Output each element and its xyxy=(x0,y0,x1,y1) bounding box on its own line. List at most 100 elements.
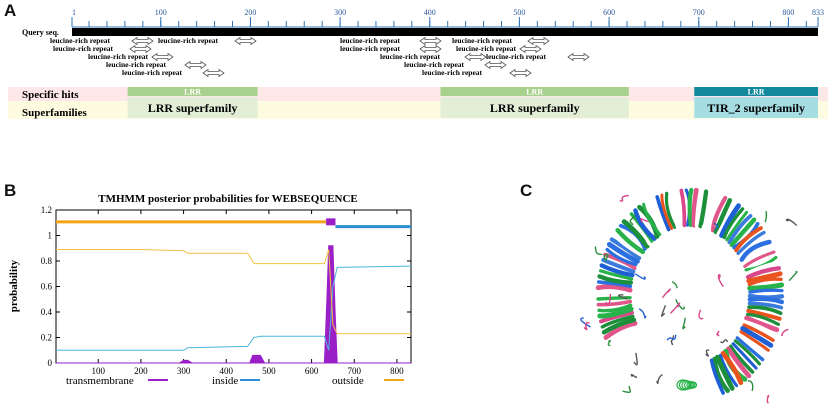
ribbon-strand xyxy=(747,277,783,287)
double-arrow-icon xyxy=(151,52,174,62)
ribbon-strand xyxy=(713,198,733,235)
ribbon-loop xyxy=(594,246,603,256)
ruler-tick-label: 100 xyxy=(155,8,167,17)
ruler-tick-label: 600 xyxy=(603,8,615,17)
ribbon-loop xyxy=(580,317,591,328)
ribbon-strand xyxy=(597,274,634,285)
double-arrow-shape xyxy=(509,68,532,78)
ribbon-strand xyxy=(660,193,674,230)
ribbon-loop xyxy=(666,334,677,341)
ribbon-strand xyxy=(747,301,784,310)
ribbon-loop xyxy=(781,328,789,337)
double-arrow-icon xyxy=(519,44,542,54)
ribbon-loop xyxy=(603,253,609,262)
leucine-rich-repeat-label: leucine-rich repeat xyxy=(106,60,167,69)
x-tick-label: 500 xyxy=(262,366,276,376)
ribbon-strand xyxy=(642,202,662,237)
ribbon-loop xyxy=(705,349,710,357)
ribbon-strand xyxy=(745,260,780,276)
ribbon-strand xyxy=(729,217,757,248)
superfamily-label: LRR superfamily xyxy=(148,101,238,115)
ribbon-strand xyxy=(694,188,704,228)
double-arrow-shape xyxy=(464,52,487,62)
double-arrow-icon xyxy=(419,44,442,54)
ribbon-strand xyxy=(595,284,633,293)
ribbon-loop xyxy=(716,330,720,337)
leucine-rich-repeat-label: leucine-rich repeat xyxy=(486,52,547,61)
ribbon-strand xyxy=(597,306,634,319)
x-tick-label: 100 xyxy=(91,366,105,376)
ribbon-strand xyxy=(740,326,774,348)
ribbon-strand xyxy=(727,214,753,245)
double-arrow-icon xyxy=(484,60,507,70)
ribbon-strand xyxy=(731,342,758,370)
double-arrow-shape xyxy=(202,68,225,78)
ribbon-strand xyxy=(621,219,650,249)
ribbon-strand xyxy=(601,317,637,335)
ribbon-loop xyxy=(661,288,671,299)
ruler-tick-label: 400 xyxy=(424,8,436,17)
ribbon-strand xyxy=(733,339,761,366)
ribbon-strand xyxy=(704,191,719,231)
ribbon-loop xyxy=(717,274,724,288)
ribbon-strand xyxy=(595,289,633,297)
ribbon-loop xyxy=(633,352,638,366)
ribbon-strand xyxy=(745,266,782,280)
specific-hit-bar xyxy=(440,87,629,96)
double-arrow-icon xyxy=(129,44,152,54)
chart-series xyxy=(56,218,412,364)
y-tick-label: 0.2 xyxy=(41,333,52,343)
query-seq-label: Query seq. xyxy=(22,28,59,37)
ruler-tick-label: 700 xyxy=(693,8,705,17)
superfamilies-label: Superfamilies xyxy=(22,107,87,119)
double-arrow-shape xyxy=(184,60,207,70)
superfamily-label: TIR_2 superfamily xyxy=(707,101,805,115)
ribbon-strand xyxy=(747,282,785,291)
ribbon-strand xyxy=(600,314,635,329)
ribbon-strand xyxy=(734,226,763,253)
query-sequence-bar xyxy=(72,28,818,36)
ribbon-strand xyxy=(606,241,640,264)
ribbon-strand xyxy=(603,321,638,340)
ribbon-strand xyxy=(687,187,694,228)
ruler-tick-label: 200 xyxy=(244,8,256,17)
ribbon-loop xyxy=(764,210,768,223)
y-tick-label: 1.2 xyxy=(41,205,52,215)
double-arrow-shape xyxy=(519,44,542,54)
ruler-tick-label: 500 xyxy=(513,8,525,17)
ribbon-strand xyxy=(596,295,632,301)
ruler-tick-label: 1 xyxy=(72,8,76,17)
ribbon-loop xyxy=(720,339,729,344)
ribbon-strand xyxy=(745,312,780,326)
x-tick-label: 300 xyxy=(177,366,191,376)
specific-hit-label: LRR xyxy=(184,88,201,97)
ribbon-strand xyxy=(746,271,783,284)
ribbon-loop xyxy=(766,394,770,404)
ribbon-strand xyxy=(599,263,635,278)
specific-hit-label: LRR xyxy=(748,88,765,97)
specific-hit-label: LRR xyxy=(526,88,543,97)
leucine-rich-repeat-label: leucine-rich repeat xyxy=(404,60,465,69)
x-tick-label: 600 xyxy=(305,366,319,376)
ribbon-strand xyxy=(650,197,668,234)
y-tick-label: 0.6 xyxy=(41,282,53,292)
legend-label-inside: inside xyxy=(212,375,238,387)
plot-frame xyxy=(55,209,412,364)
ribbon-loop xyxy=(675,299,685,310)
ribbon-strand xyxy=(710,195,728,233)
leucine-rich-repeat-label: leucine-rich repeat xyxy=(422,68,483,77)
double-arrow-shape xyxy=(151,52,174,62)
ribbon-strand xyxy=(743,250,776,268)
ribbon-loop xyxy=(629,214,636,226)
helix-coil xyxy=(683,380,695,390)
ribbon-loop xyxy=(671,280,678,289)
ribbon-strand xyxy=(737,333,768,357)
ribbon-loop xyxy=(713,223,719,230)
ribbon-loop xyxy=(747,380,754,392)
series-outside xyxy=(56,249,411,335)
query-ruler: 1 100 200 300 400 500 600 700 800 833 xyxy=(71,8,824,28)
superfamily-bar xyxy=(694,97,818,118)
ruler-tick-label: 800 xyxy=(782,8,794,17)
ribbon-strand xyxy=(720,350,744,386)
ribbon-loop xyxy=(640,218,649,223)
